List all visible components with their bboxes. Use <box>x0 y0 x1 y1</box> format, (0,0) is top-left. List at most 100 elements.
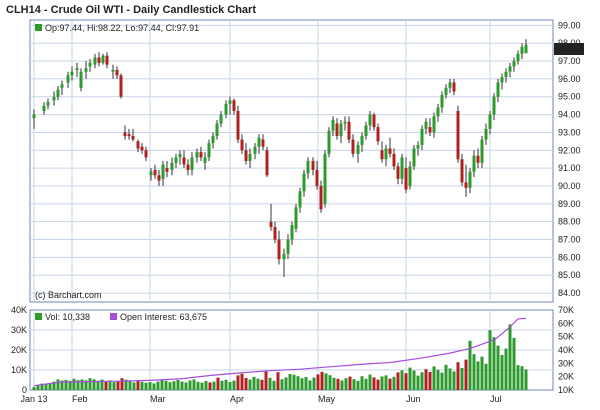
volume-bar <box>316 374 320 390</box>
candle-body <box>420 128 424 145</box>
last-price-label: 97.91 <box>558 45 581 55</box>
candle-body <box>261 139 265 147</box>
candle-body <box>508 66 512 72</box>
volume-bar <box>48 383 52 390</box>
candle-body <box>412 148 416 167</box>
volume-bar <box>284 377 288 390</box>
price-tick-label: 99.00 <box>558 20 581 30</box>
price-tick-label: 92.00 <box>558 145 581 155</box>
candle-body <box>131 136 135 140</box>
volume-bar <box>276 372 280 390</box>
volume-axis: 0 10K 20K 30K 40K <box>11 305 27 395</box>
volume-bar <box>220 380 224 390</box>
candle-body <box>60 84 64 88</box>
volume-bar <box>180 381 184 390</box>
candle-body <box>84 68 88 72</box>
volume-bar <box>216 377 220 390</box>
candle-body <box>195 152 199 158</box>
candle-body <box>520 46 524 54</box>
candle-body <box>444 87 448 95</box>
volume-bar <box>280 379 284 390</box>
volume-bar <box>432 366 436 390</box>
candle-body <box>66 75 70 83</box>
volume-bar <box>492 337 496 390</box>
volume-bar <box>160 379 164 390</box>
volume-bar <box>496 345 500 390</box>
volume-bar <box>376 379 380 390</box>
volume-panel: 0 10K 20K 30K 40K 10K 20K 30K 40K 50K 60K 70K Vol:… <box>11 305 574 395</box>
candle-body <box>236 111 240 140</box>
open-interest-tick-label: 60K <box>558 318 574 328</box>
volume-bar <box>252 376 256 390</box>
volume-bar <box>300 378 304 390</box>
candles <box>32 39 528 278</box>
volume-bar <box>508 324 512 390</box>
candle-body <box>97 57 101 63</box>
volume-bar <box>32 387 36 390</box>
x-tick-label: Mar <box>150 394 166 404</box>
volume-bar <box>324 373 328 390</box>
price-axis: 84.00 85.00 86.00 87.00 88.00 89.00 90.00 91.00… <box>558 20 581 298</box>
open-interest-tick-label: 70K <box>558 305 574 315</box>
candle-body <box>215 123 219 137</box>
x-tick-label: Apr <box>230 394 244 404</box>
candle-body <box>244 150 248 161</box>
x-tick-label: Feb <box>72 394 88 404</box>
volume-bar <box>128 381 132 390</box>
volume-bar <box>396 372 400 390</box>
volume-bar <box>84 380 88 390</box>
candle-body <box>56 89 60 97</box>
price-tick-label: 88.00 <box>558 217 581 227</box>
candle-body <box>46 102 50 106</box>
volume-bar <box>36 385 40 390</box>
volume-bar <box>52 381 56 390</box>
candle-body <box>265 150 269 176</box>
volume-bar <box>208 382 212 390</box>
price-tick-label: 94.00 <box>558 110 581 120</box>
candle-body <box>79 71 83 88</box>
candle-body <box>452 82 456 92</box>
candle-body <box>199 152 203 158</box>
volume-bar <box>356 380 360 390</box>
volume-bar <box>328 375 332 390</box>
last-price-box <box>554 43 584 55</box>
volume-bar <box>40 383 44 390</box>
candle-body <box>286 239 290 254</box>
candle-body <box>504 71 508 78</box>
volume-bar <box>104 381 108 390</box>
volume-bar <box>364 378 368 390</box>
volume-bar <box>504 348 508 390</box>
volume-bar <box>184 382 188 390</box>
volume-bar <box>332 377 336 390</box>
candle-body <box>343 121 347 124</box>
candle-body <box>339 123 343 137</box>
candle-body <box>174 157 178 163</box>
candle-body <box>277 239 281 260</box>
volume-bar <box>500 355 504 390</box>
candle-body <box>298 191 302 208</box>
candle-body <box>203 157 207 163</box>
candle-body <box>257 137 261 147</box>
volume-bar <box>44 384 48 390</box>
volume-bar <box>132 382 136 390</box>
volume-bar <box>476 361 480 390</box>
volume-bar <box>292 374 296 390</box>
candle-body <box>496 82 500 97</box>
candle-body <box>384 148 388 160</box>
candle-body <box>101 55 105 63</box>
volume-bar <box>168 382 172 390</box>
volume-bar <box>64 380 68 390</box>
candle-body <box>460 159 464 183</box>
volume-bar <box>468 340 472 390</box>
price-tick-label: 96.00 <box>558 74 581 84</box>
volume-bar <box>436 369 440 390</box>
price-tick-label: 85.00 <box>558 270 581 280</box>
candle-body <box>75 68 79 70</box>
volume-bar <box>136 380 140 390</box>
candle-body <box>388 148 392 154</box>
candle-body <box>516 53 520 62</box>
volume-bar <box>96 380 100 390</box>
volume-bar <box>72 378 76 390</box>
candle-body <box>136 141 140 149</box>
